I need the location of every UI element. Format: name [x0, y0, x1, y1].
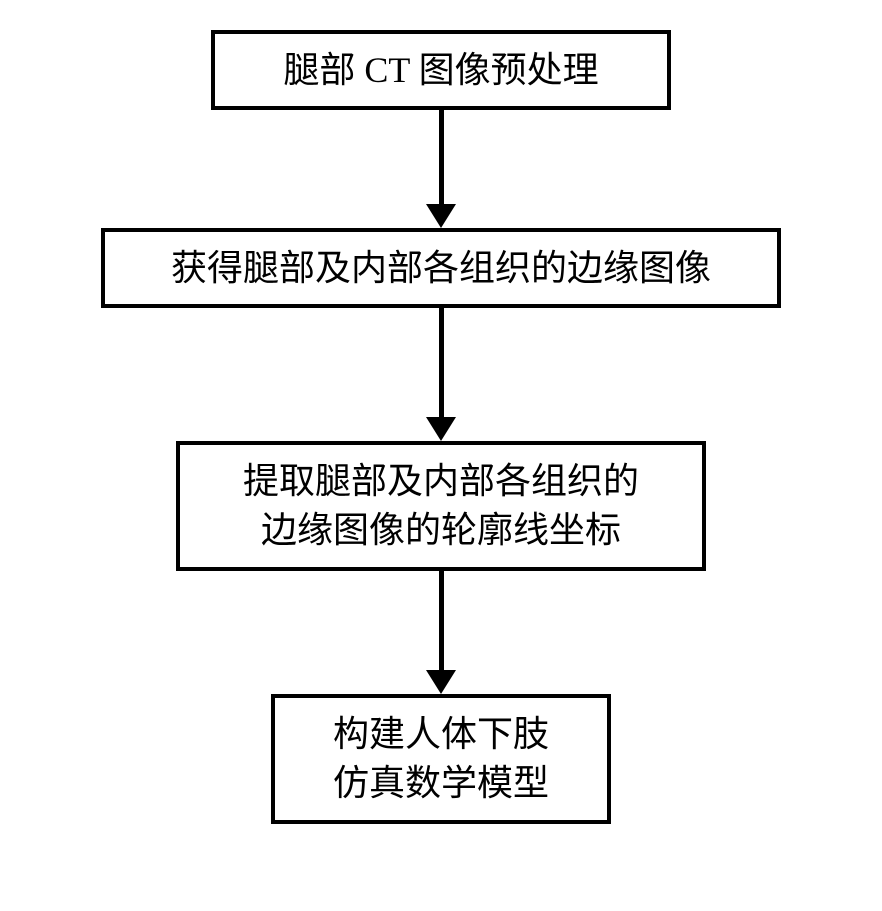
arrow-head-icon: [426, 204, 456, 228]
flow-arrow-n3-n4: [426, 571, 456, 694]
arrow-shaft: [439, 308, 444, 418]
flowchart-container: 腿部 CT 图像预处理获得腿部及内部各组织的边缘图像提取腿部及内部各组织的边缘图…: [101, 30, 781, 824]
arrow-head-icon: [426, 670, 456, 694]
node-text-line: 腿部 CT 图像预处理: [283, 46, 598, 95]
node-text-line: 提取腿部及内部各组织的: [243, 457, 639, 506]
flow-node-n1: 腿部 CT 图像预处理: [211, 30, 671, 110]
flow-node-n2: 获得腿部及内部各组织的边缘图像: [101, 228, 781, 308]
node-text-line: 构建人体下肢: [333, 710, 549, 759]
arrow-head-icon: [426, 417, 456, 441]
node-text-line: 获得腿部及内部各组织的边缘图像: [171, 244, 711, 293]
node-text-line: 仿真数学模型: [333, 759, 549, 808]
arrow-shaft: [439, 110, 444, 205]
flow-node-n4: 构建人体下肢仿真数学模型: [271, 694, 611, 824]
flow-arrow-n2-n3: [426, 308, 456, 441]
flow-node-n3: 提取腿部及内部各组织的边缘图像的轮廓线坐标: [176, 441, 706, 571]
arrow-shaft: [439, 571, 444, 671]
flow-arrow-n1-n2: [426, 110, 456, 228]
node-text-line: 边缘图像的轮廓线坐标: [261, 506, 621, 555]
